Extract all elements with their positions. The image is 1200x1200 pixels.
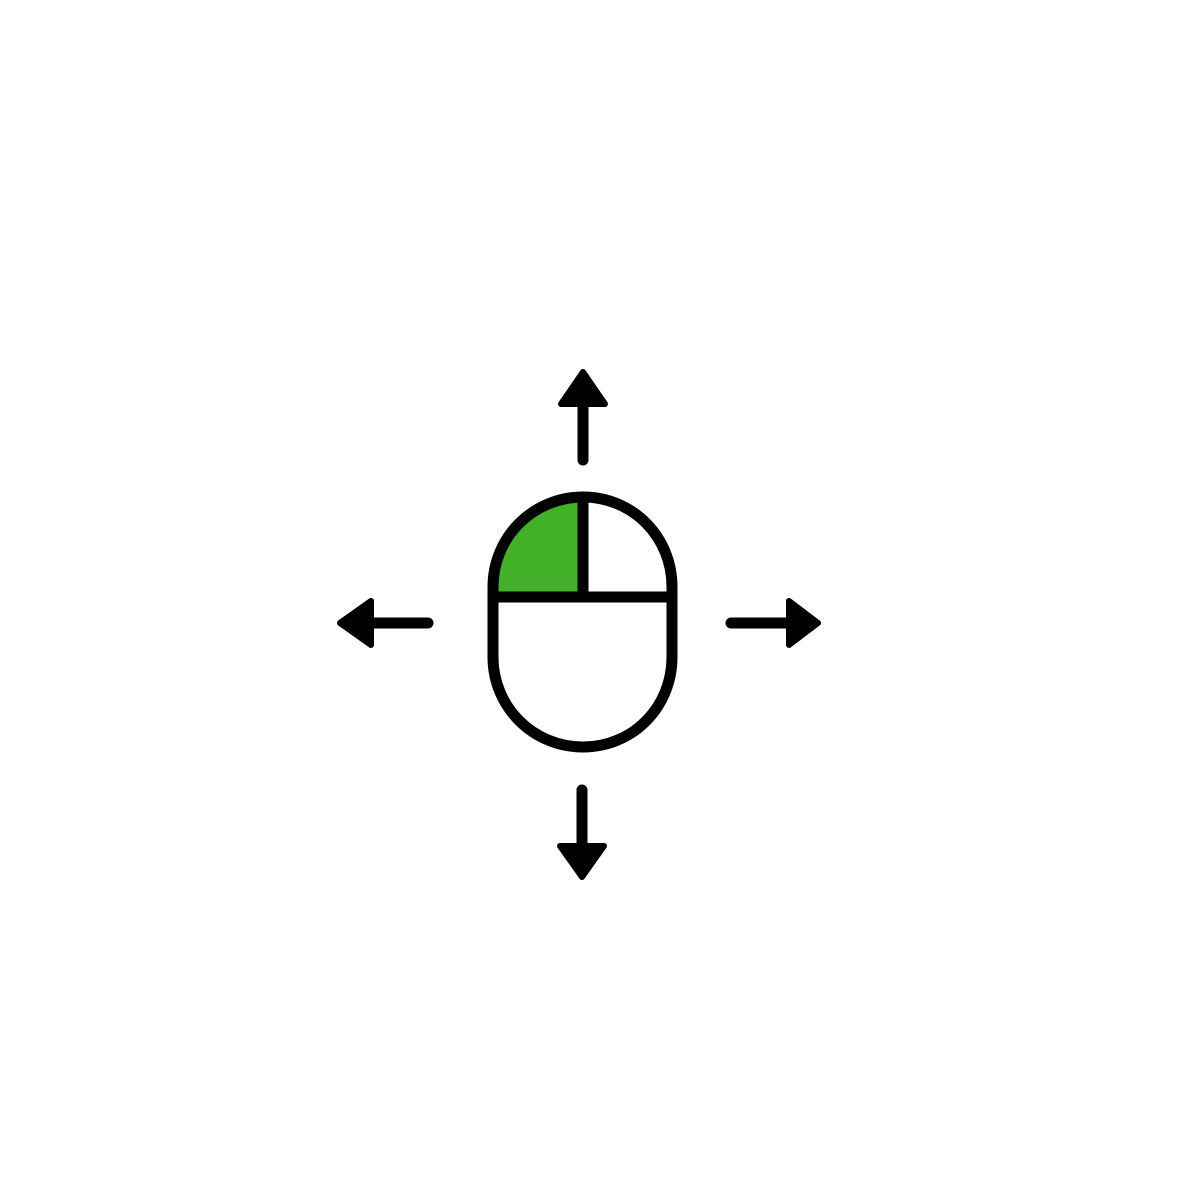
mouse-icon: [493, 497, 672, 747]
arrow-right-icon: [731, 601, 818, 645]
arrow-up-icon: [561, 372, 605, 460]
arrow-left-icon: [340, 601, 428, 645]
arrow-down-icon: [560, 790, 604, 877]
